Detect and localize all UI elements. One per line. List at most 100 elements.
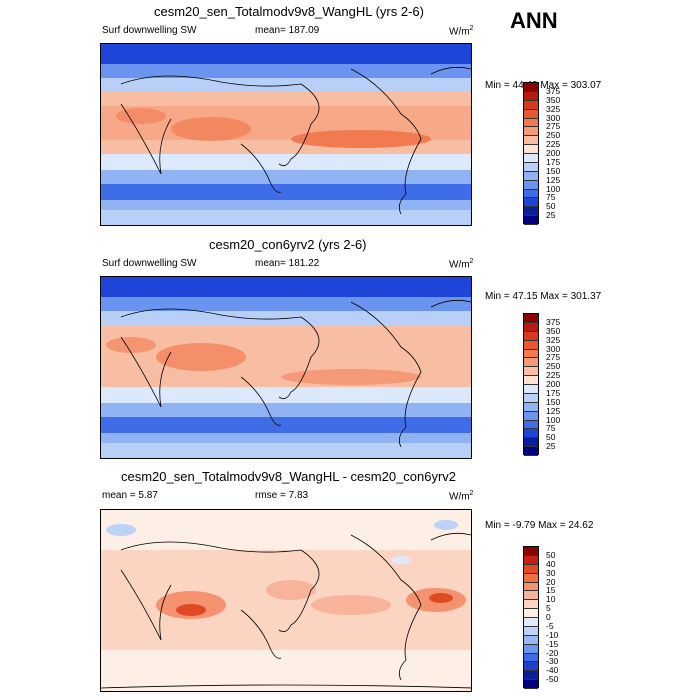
colorbar-swatch (524, 216, 538, 225)
colorbar-tick-label: 5 (546, 603, 551, 614)
panel3-units-label: W/m2 (449, 490, 474, 503)
colorbar-swatch (524, 83, 538, 92)
colorbar-swatch (524, 349, 538, 359)
colorbar-swatch (524, 207, 538, 217)
colorbar-swatch (524, 680, 538, 689)
colorbar-tick-label: 25 (546, 210, 556, 221)
panel3-minmax: Min = -9.79 Max = 24.62 (485, 520, 594, 531)
colorbar-swatch (524, 547, 538, 556)
panel2-variable-label: Surf downwelling SW (102, 258, 197, 269)
colorbar-tick-label: 250 (546, 130, 561, 141)
colorbar-swatch (524, 358, 538, 368)
panel3-mean-label: mean = 5.87 (102, 490, 158, 501)
colorbar-swatch (524, 644, 538, 654)
colorbar-tick-label: 100 (546, 183, 561, 194)
colorbar-tick-label: 30 (546, 567, 556, 578)
colorbar-swatch (524, 189, 538, 199)
colorbar-swatch (524, 180, 538, 190)
colorbar-tick-label: 375 (546, 85, 561, 96)
colorbar-swatch (524, 340, 538, 350)
colorbar-tick-label: 150 (546, 396, 561, 407)
panel1-coastlines-icon (120, 66, 471, 215)
colorbar-tick-label: 0 (546, 612, 551, 622)
colorbar-tick-label: -5 (546, 620, 554, 631)
panel1-mean-label: mean= 187.09 (255, 25, 320, 36)
panel3-colorbar (523, 546, 539, 689)
colorbar-tick-label: 375 (546, 316, 561, 327)
colorbar-swatch (524, 91, 538, 101)
colorbar-swatch (524, 127, 538, 137)
colorbar-tick-label: -30 (546, 656, 559, 667)
colorbar-tick-label: 175 (546, 156, 561, 167)
colorbar-tick-label: 200 (546, 148, 561, 158)
colorbar-swatch (524, 573, 538, 583)
panel2-coastlines-icon (120, 299, 471, 448)
colorbar-swatch (524, 136, 538, 146)
colorbar-tick-label: 350 (546, 325, 561, 336)
colorbar-swatch (524, 438, 538, 448)
colorbar-swatch (524, 582, 538, 592)
colorbar-tick-label: -50 (546, 674, 559, 685)
colorbar-swatch (524, 376, 538, 385)
colorbar-swatch (524, 171, 538, 181)
colorbar-tick-label: 50 (546, 432, 556, 443)
colorbar-swatch (524, 154, 538, 163)
colorbar-swatch (524, 447, 538, 456)
colorbar-tick-label: 200 (546, 379, 561, 389)
colorbar-tick-label: 225 (546, 139, 561, 150)
colorbar-swatch (524, 198, 538, 208)
panel1-variable-label: Surf downwelling SW (102, 25, 197, 36)
colorbar-swatch (524, 618, 538, 627)
colorbar-swatch (524, 109, 538, 119)
colorbar-tick-label: 300 (546, 343, 561, 354)
colorbar-swatch (524, 145, 538, 154)
colorbar-swatch (524, 385, 538, 394)
colorbar-tick-label: 275 (546, 352, 561, 363)
colorbar-tick-label: 125 (546, 405, 561, 416)
colorbar-tick-label: 50 (546, 201, 556, 212)
colorbar-tick-label: 275 (546, 121, 561, 132)
season-label: ANN (510, 8, 558, 33)
panel2-minmax: Min = 47.15 Max = 301.37 (485, 291, 602, 302)
colorbar-swatch (524, 411, 538, 421)
colorbar-tick-label: -20 (546, 647, 559, 658)
colorbar-tick-label: 40 (546, 558, 556, 569)
colorbar-tick-label: 150 (546, 165, 561, 176)
panel2-mean-label: mean= 181.22 (255, 258, 320, 269)
colorbar-tick-label: 350 (546, 94, 561, 105)
colorbar-swatch (524, 429, 538, 439)
panel1-units-label: W/m2 (449, 25, 474, 38)
colorbar-swatch (524, 609, 538, 618)
colorbar-tick-label: 75 (546, 192, 556, 203)
colorbar-swatch (524, 626, 538, 636)
colorbar-tick-label: 325 (546, 103, 561, 114)
colorbar-tick-label: 175 (546, 387, 561, 398)
colorbar-swatch (524, 162, 538, 172)
colorbar-tick-label: 10 (546, 594, 556, 605)
colorbar-swatch (524, 555, 538, 565)
colorbar-swatch (524, 635, 538, 645)
colorbar-tick-label: 25 (546, 441, 556, 452)
panel1-minmax: Min = 44.40 Max = 303.07 (485, 80, 602, 91)
colorbar-swatch (524, 322, 538, 332)
panel3-rmse-label: rmse = 7.83 (255, 490, 309, 501)
colorbar-swatch (524, 600, 538, 610)
colorbar-tick-label: 225 (546, 370, 561, 381)
colorbar-swatch (524, 591, 538, 601)
colorbar-swatch (524, 420, 538, 430)
panel1-map (100, 43, 472, 226)
colorbar-tick-label: 100 (546, 414, 561, 425)
colorbar-tick-label: 15 (546, 585, 556, 596)
colorbar-swatch (524, 367, 538, 377)
colorbar-tick-label: 325 (546, 334, 561, 345)
colorbar-tick-label: -10 (546, 629, 559, 640)
colorbar-tick-label: 20 (546, 576, 556, 587)
colorbar-swatch (524, 100, 538, 110)
colorbar-swatch (524, 662, 538, 672)
colorbar-tick-label: 125 (546, 174, 561, 185)
panel3-title: cesm20_sen_Totalmodv9v8_WangHL - cesm20_… (121, 469, 457, 484)
colorbar-swatch (524, 653, 538, 663)
colorbar-swatch (524, 314, 538, 323)
panel2-colorbar (523, 313, 539, 456)
colorbar-swatch (524, 564, 538, 574)
